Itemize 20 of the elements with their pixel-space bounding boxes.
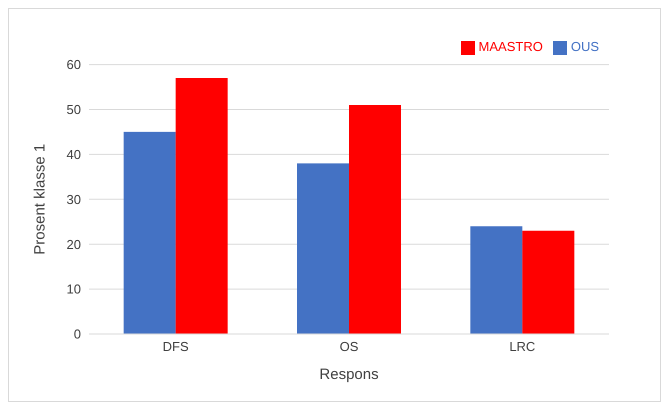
bar	[470, 226, 522, 334]
bar	[522, 230, 574, 334]
bar	[124, 132, 176, 334]
x-tick-label: DFS	[162, 339, 189, 354]
y-tick-label: 30	[66, 192, 81, 207]
y-tick-label: 20	[66, 236, 81, 252]
y-tick-label: 40	[66, 146, 81, 162]
y-axis-title: Prosent klasse 1	[31, 144, 48, 255]
y-tick-label: 0	[74, 326, 81, 342]
bar	[176, 78, 228, 334]
x-axis-title: Respons	[319, 366, 379, 383]
x-tick-label: LRC	[509, 339, 536, 354]
legend-label: MAASTRO	[478, 39, 543, 54]
y-tick-label: 60	[66, 57, 81, 72]
x-tick-label: OS	[340, 339, 359, 354]
y-tick-label: 50	[66, 102, 81, 118]
bar	[297, 163, 349, 334]
y-tick-label: 10	[66, 282, 81, 297]
legend-label: OUS	[570, 39, 599, 54]
bar	[349, 104, 401, 334]
